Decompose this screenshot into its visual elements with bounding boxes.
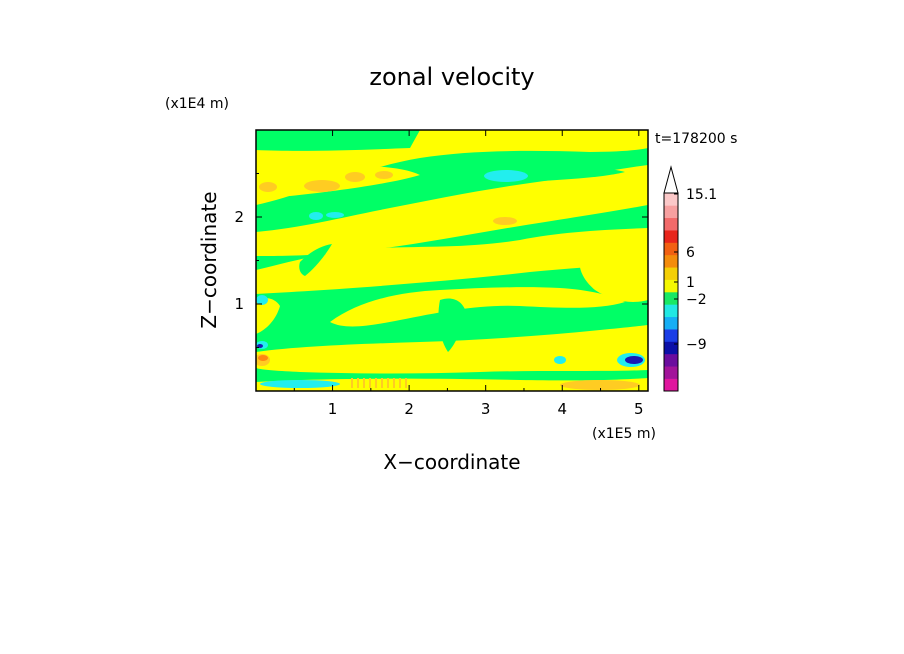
y-axis-label: Z−coordinate bbox=[197, 191, 221, 328]
colorbar: 15.1 6 1−2 −9 bbox=[663, 165, 717, 392]
contour-region bbox=[256, 295, 268, 305]
x-tick-label: 4 bbox=[557, 400, 567, 418]
contour-region bbox=[256, 378, 648, 391]
colorbar-swatch bbox=[664, 353, 678, 367]
contour-region bbox=[554, 356, 566, 364]
colorbar-swatch bbox=[664, 329, 678, 342]
time-label: t=178200 s bbox=[655, 131, 737, 147]
colorbar-swatch bbox=[664, 267, 678, 280]
contour-region bbox=[258, 355, 268, 361]
colorbar-swatch bbox=[664, 205, 678, 219]
contour-region bbox=[375, 171, 393, 179]
y-scale-label: (x1E4 m) bbox=[165, 96, 229, 112]
x-tick-label: 1 bbox=[328, 400, 338, 418]
x-tick-label: 2 bbox=[404, 400, 414, 418]
contour-region bbox=[309, 212, 323, 220]
colorbar-swatch bbox=[664, 341, 678, 355]
colorbar-swatch bbox=[664, 279, 678, 293]
x-tick-label: 5 bbox=[634, 400, 644, 418]
y-tick-label: 1 bbox=[234, 295, 244, 313]
colorbar-label: 15.1 bbox=[686, 187, 717, 203]
contour-region bbox=[484, 170, 528, 182]
contour-region bbox=[256, 165, 648, 256]
y-axis-ticks: 12 bbox=[234, 173, 648, 348]
contour-field bbox=[256, 130, 648, 391]
chart-title: zonal velocity bbox=[369, 63, 534, 91]
contour-region bbox=[326, 212, 344, 218]
y-tick-label: 2 bbox=[234, 208, 244, 226]
contour-region bbox=[625, 356, 643, 364]
colorbar-swatch bbox=[664, 242, 678, 256]
contour-region bbox=[259, 182, 277, 192]
colorbar-extend-arrow bbox=[663, 165, 679, 194]
contour-region bbox=[493, 217, 517, 225]
colorbar-swatch bbox=[664, 366, 678, 379]
contour-region bbox=[345, 172, 365, 182]
contour-region bbox=[256, 325, 648, 374]
colorbar-swatch bbox=[664, 217, 678, 231]
colorbar-label: 1 bbox=[686, 275, 695, 291]
x-axis-ticks: 1 2 3 4 5 bbox=[293, 130, 644, 418]
contour-region bbox=[579, 253, 648, 302]
contour-region bbox=[260, 380, 340, 388]
contour-region bbox=[299, 244, 332, 276]
contour-region bbox=[560, 380, 640, 390]
x-tick-label: 3 bbox=[481, 400, 491, 418]
colorbar-swatch bbox=[664, 316, 678, 330]
colorbar-label: 6 bbox=[686, 245, 695, 261]
contour-region bbox=[438, 298, 466, 352]
colorbar-swatch bbox=[664, 193, 678, 206]
colorbar-label: −2 bbox=[686, 292, 707, 308]
contour-region bbox=[256, 228, 648, 294]
colorbar-swatch bbox=[664, 378, 678, 392]
colorbar-label: −9 bbox=[686, 337, 707, 353]
contour-region bbox=[304, 180, 340, 192]
colorbar-swatch bbox=[664, 230, 678, 243]
contour-region bbox=[256, 130, 648, 205]
contour-region bbox=[256, 298, 280, 334]
colorbar-swatch bbox=[664, 304, 678, 318]
x-axis-label: X−coordinate bbox=[383, 450, 520, 474]
colorbar-swatch bbox=[664, 292, 678, 305]
colorbar-swatch bbox=[664, 254, 678, 268]
x-scale-label: (x1E5 m) bbox=[592, 426, 656, 442]
contour-region bbox=[330, 287, 625, 327]
wave-ripples bbox=[351, 378, 407, 388]
